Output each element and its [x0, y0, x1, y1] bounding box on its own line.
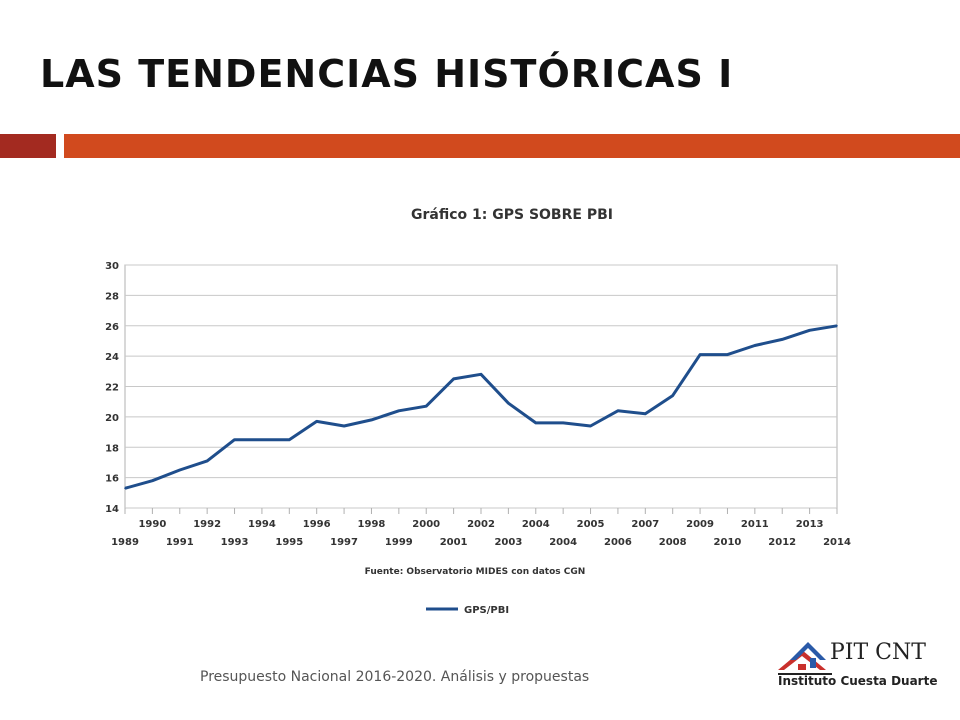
data-point	[507, 402, 510, 405]
data-point	[370, 419, 373, 421]
y-tick-label: 18	[105, 443, 119, 454]
data-point	[206, 460, 208, 462]
data-point	[425, 405, 428, 408]
x-tick-label: 2006	[604, 537, 632, 548]
x-tick-label: 1996	[303, 519, 331, 530]
data-point	[452, 378, 455, 380]
x-tick-label: 1991	[166, 537, 194, 548]
y-tick-label: 28	[105, 291, 119, 302]
data-point	[726, 353, 729, 356]
data-point	[534, 422, 537, 424]
y-axis: 14 16 18 20 22 24 26 28 30	[105, 261, 119, 515]
source-note: Fuente: Observatorio MIDES con datos CGN	[365, 567, 586, 577]
line-chart: Gráfico 1: GPS SOBRE PBI 14 16 18 20 22 24 26 2…	[105, 207, 851, 616]
x-tick-label: 2014	[823, 537, 851, 548]
chart-series	[124, 324, 838, 490]
data-point	[808, 329, 811, 332]
legend-label: GPS/PBI	[464, 605, 509, 616]
legend: GPS/PBI	[426, 605, 509, 616]
x-tick-label: 1999	[385, 537, 413, 548]
y-tick-label: 14	[105, 504, 119, 515]
y-tick-label: 26	[105, 322, 119, 333]
x-tick-label: 2011	[741, 519, 769, 530]
data-point	[699, 353, 701, 356]
x-tick-label: 1997	[330, 537, 358, 548]
data-point	[151, 479, 154, 482]
footer-text: Presupuesto Nacional 2016-2020. Análisis…	[200, 669, 590, 685]
x-tick-label: 1995	[275, 537, 303, 548]
x-tick-label: 1989	[111, 537, 139, 548]
data-point	[398, 410, 400, 412]
y-tick-label: 22	[105, 383, 119, 394]
y-tick-label: 30	[105, 261, 119, 272]
data-point	[644, 413, 647, 415]
y-tick-label: 20	[105, 413, 119, 424]
x-tick-label: 2004	[549, 537, 577, 548]
data-point	[836, 324, 838, 327]
x-tick-label: 2004	[522, 519, 550, 530]
logo-emblem	[778, 642, 832, 675]
x-tick-label: 2009	[686, 519, 714, 530]
data-point	[754, 344, 756, 347]
data-point	[233, 438, 236, 441]
x-tick-label: 1990	[138, 519, 166, 530]
logo-brand: PIT CNT	[830, 640, 926, 665]
data-point	[178, 469, 181, 471]
x-tick-label: 1992	[193, 519, 221, 530]
x-tick-label: 1993	[221, 537, 249, 548]
data-point	[480, 373, 482, 376]
logo: PIT CNT Instituto Cuesta Duarte	[772, 630, 937, 698]
x-tick-label: 2000	[412, 519, 440, 530]
x-tick-label: 2002	[467, 519, 495, 530]
data-point	[671, 394, 674, 397]
data-point	[124, 487, 126, 490]
data-point	[315, 420, 318, 423]
logo-subtitle: Instituto Cuesta Duarte	[778, 674, 938, 688]
series-line-gps-pbi	[124, 324, 838, 490]
slide-title: LAS TENDENCIAS HISTÓRICAS I	[40, 52, 734, 96]
accent-bar-left	[0, 134, 56, 158]
chart-grid	[124, 264, 838, 509]
y-tick-label: 24	[105, 352, 119, 363]
data-point	[288, 438, 291, 441]
x-tick-label: 2007	[631, 519, 659, 530]
x-tick-label: 2003	[494, 537, 522, 548]
x-tick-label: 2008	[659, 537, 687, 548]
x-tick-label: 1994	[248, 519, 276, 530]
x-tick-label: 2001	[440, 537, 468, 548]
x-tick-label: 2010	[714, 537, 742, 548]
x-tick-label: 2013	[796, 519, 824, 530]
x-tick-label: 1998	[358, 519, 386, 530]
data-point	[781, 338, 784, 341]
data-point	[617, 410, 619, 412]
data-point	[589, 425, 592, 427]
data-point	[261, 438, 263, 441]
accent-bar-right	[64, 134, 960, 158]
chart-frame: Gráfico 1: GPS SOBRE PBI 14 16 18 20 22 24 26 2…	[80, 188, 860, 628]
y-tick-label: 16	[105, 474, 119, 485]
data-point	[562, 422, 564, 424]
data-point	[343, 425, 345, 427]
x-tick-label: 2012	[768, 537, 796, 548]
chart-title: Gráfico 1: GPS SOBRE PBI	[411, 207, 613, 223]
x-tick-label: 2005	[577, 519, 605, 530]
